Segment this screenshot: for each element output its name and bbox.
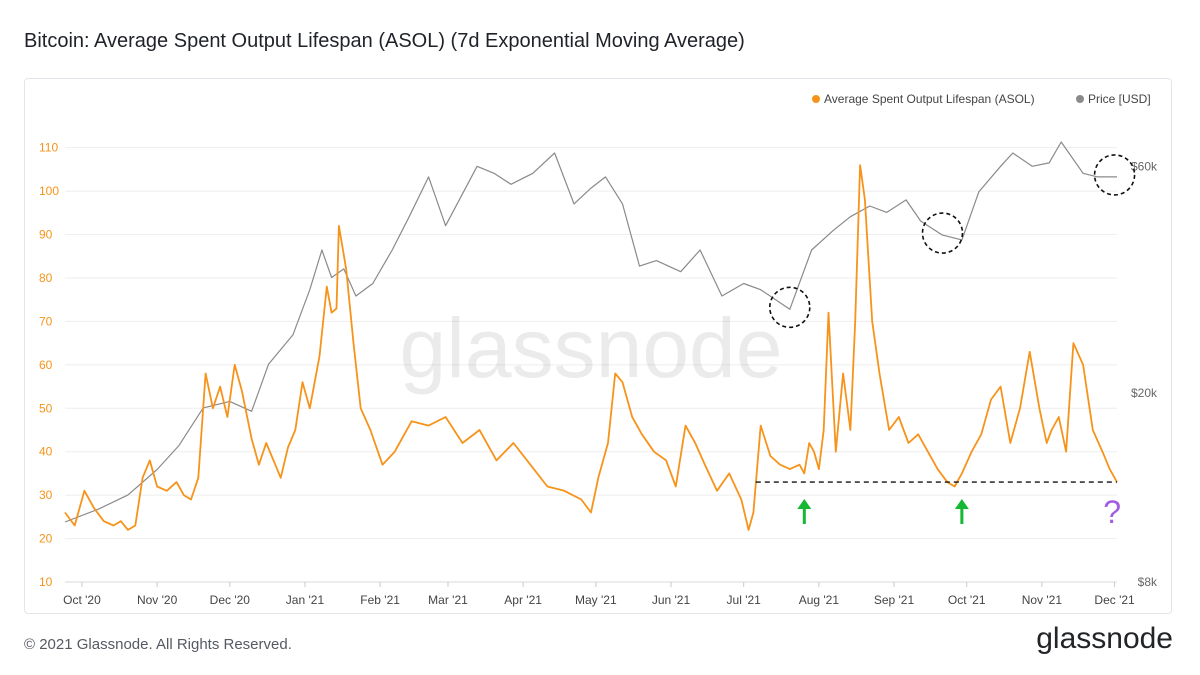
chart-panel: 10 20 30 40 50 60 70 80 90 100 110 $8k $20k $60k Oct '… — [24, 78, 1172, 614]
y-right-tick-label: $20k — [1131, 386, 1158, 400]
y-left-tick-label: 50 — [39, 401, 53, 415]
y-left-tick-label: 10 — [39, 575, 53, 589]
y-left-tick-label: 100 — [39, 184, 59, 198]
x-tick-label: Oct '21 — [948, 593, 986, 607]
x-tick-label: Jan '21 — [286, 593, 325, 607]
question-mark: ? — [1103, 494, 1121, 530]
x-tick-label: Oct '20 — [63, 593, 101, 607]
y-left-tick-label: 60 — [39, 358, 53, 372]
x-tick-label: Dec '20 — [210, 593, 251, 607]
up-arrow-icon — [954, 499, 969, 524]
x-tick-label: Apr '21 — [504, 593, 542, 607]
x-tick-label: Nov '21 — [1022, 593, 1063, 607]
highlight-circle — [1093, 154, 1136, 196]
chart-svg: 10 20 30 40 50 60 70 80 90 100 110 $8k $20k $60k Oct '… — [39, 92, 1158, 607]
legend-asol-label: Average Spent Output Lifespan (ASOL) — [824, 92, 1035, 106]
legend — [812, 95, 1084, 103]
asol-series-line — [64, 164, 1118, 531]
watermark: glassnode — [400, 301, 783, 395]
x-tick-label: May '21 — [575, 593, 617, 607]
highlight-circle — [768, 286, 811, 329]
x-tick-label: Sep '21 — [874, 593, 915, 607]
x-tick-label: Jul '21 — [727, 593, 762, 607]
legend-price-label: Price [USD] — [1088, 92, 1151, 106]
chart-title: Bitcoin: Average Spent Output Lifespan (… — [24, 30, 745, 52]
highlight-circle — [921, 212, 964, 254]
x-tick-label: Nov '20 — [137, 593, 178, 607]
x-tick-label: Jun '21 — [652, 593, 691, 607]
glassnode-logo: glassnode — [1036, 622, 1173, 655]
x-tick-label: Mar '21 — [428, 593, 468, 607]
copyright-footer: © 2021 Glassnode. All Rights Reserved. — [24, 636, 292, 653]
y-left-tick-label: 30 — [39, 488, 53, 502]
y-left-tick-label: 110 — [39, 141, 58, 155]
y-left-tick-label: 80 — [39, 271, 53, 285]
y-right-tick-label: $8k — [1138, 575, 1158, 589]
x-tick-label: Aug '21 — [799, 593, 840, 607]
up-arrow-icon — [797, 499, 812, 524]
up-arrow-head — [797, 499, 812, 509]
gridlines — [65, 147, 1117, 583]
y-right-tick-label: $60k — [1131, 159, 1158, 173]
y-left-tick-label: 40 — [39, 445, 53, 459]
price-series-line — [64, 141, 1117, 523]
legend-price-dot — [1076, 95, 1084, 103]
up-arrow-head — [954, 499, 969, 509]
y-left-tick-label: 20 — [39, 532, 53, 546]
x-tick-label: Feb '21 — [360, 593, 400, 607]
y-left-tick-label: 70 — [39, 314, 53, 328]
y-left-tick-label: 90 — [39, 228, 53, 242]
legend-asol-dot — [812, 95, 820, 103]
x-tick-label: Dec '21 — [1094, 593, 1135, 607]
